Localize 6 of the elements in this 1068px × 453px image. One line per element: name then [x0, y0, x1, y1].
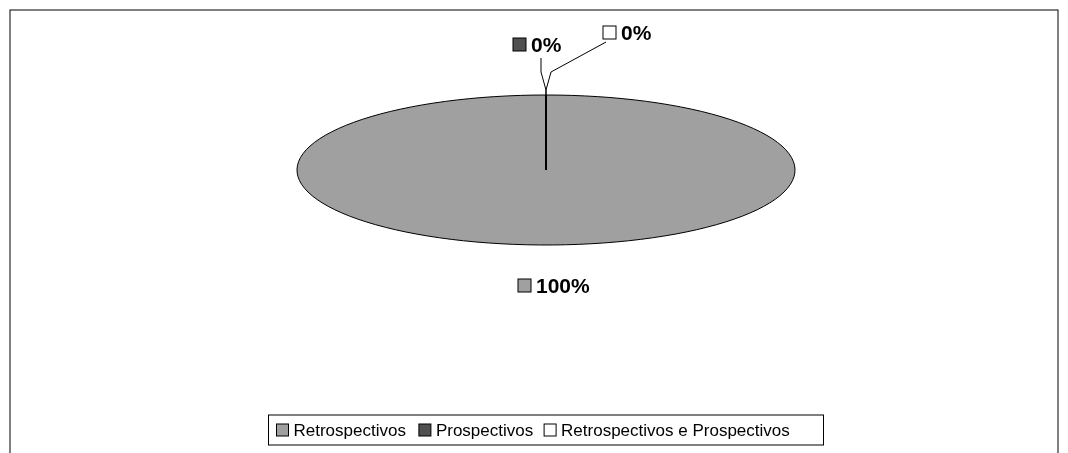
text: 0%	[531, 33, 562, 56]
legend-label: Retrospectivos	[293, 421, 406, 440]
legend-label: Retrospectivos e Prospectivos	[561, 421, 790, 440]
data-label: 100%	[536, 274, 591, 297]
legend-label: Prospectivos	[435, 421, 534, 440]
text: 0%	[621, 21, 652, 44]
